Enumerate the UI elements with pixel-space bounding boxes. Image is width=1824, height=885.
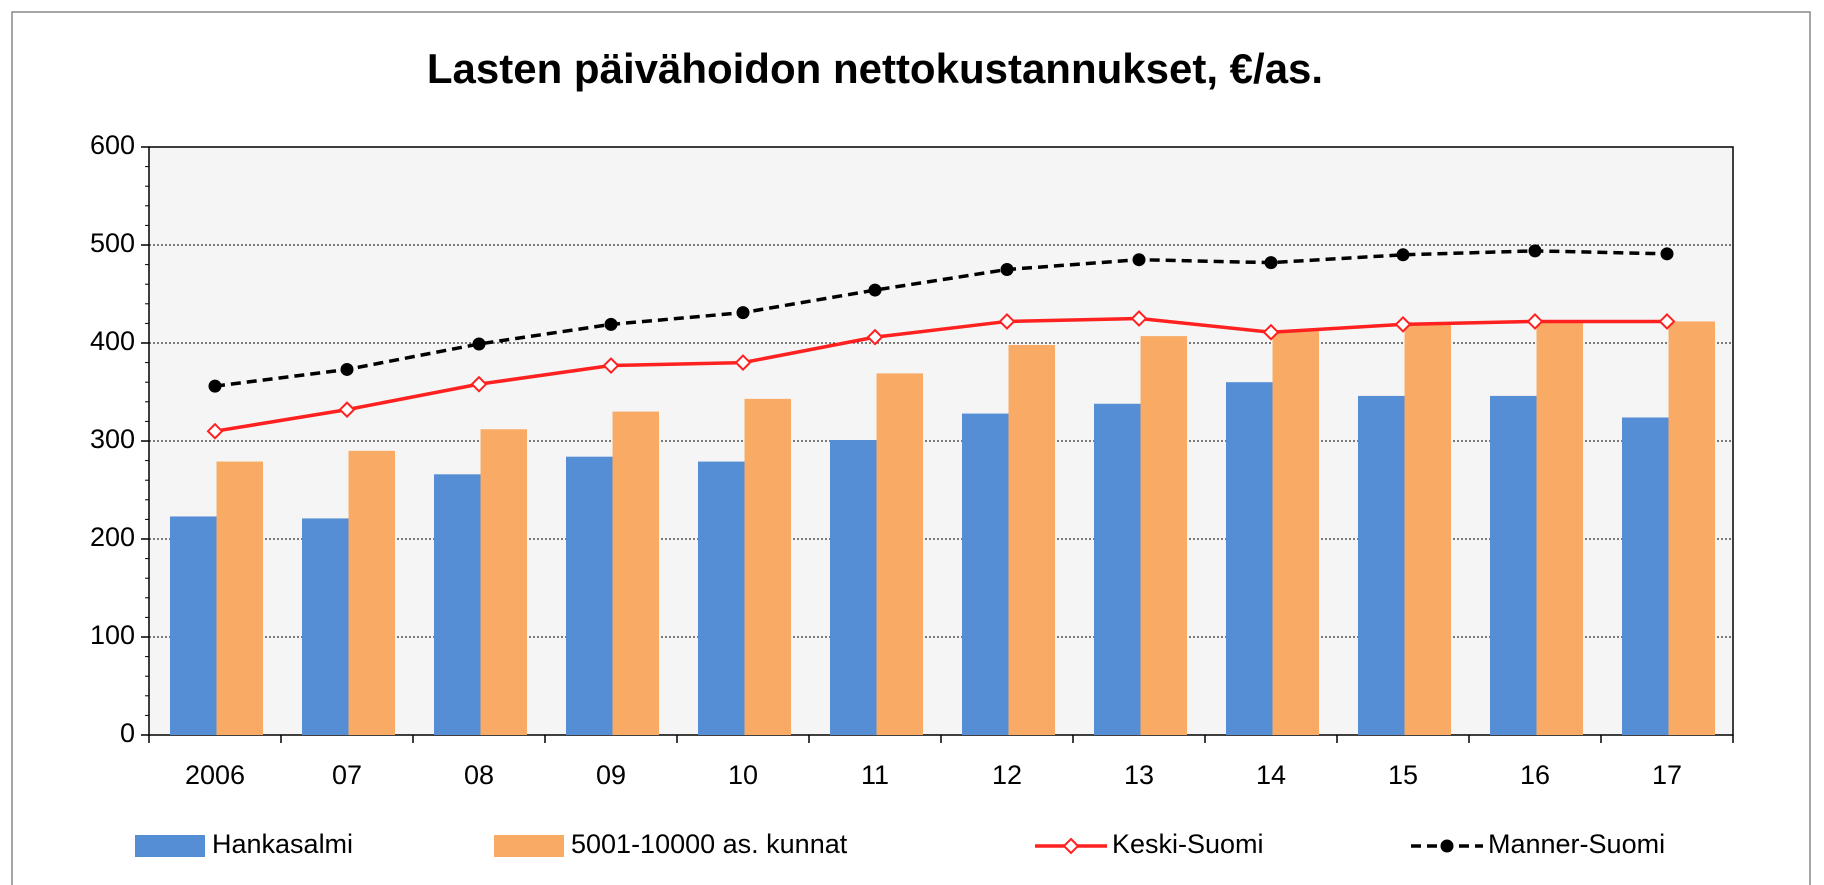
- x-tick-label: 08: [464, 760, 494, 790]
- line-marker: [868, 283, 882, 297]
- x-tick-label: 14: [1256, 760, 1286, 790]
- y-tick-label: 0: [120, 718, 135, 748]
- legend-swatch: [135, 835, 205, 857]
- line-marker: [340, 362, 354, 376]
- x-tick-label: 09: [596, 760, 626, 790]
- legend-label: Manner-Suomi: [1488, 829, 1665, 859]
- y-tick-label: 100: [90, 620, 135, 650]
- x-tick-label: 11: [861, 760, 889, 790]
- bar: [1094, 403, 1141, 735]
- bar: [302, 518, 349, 735]
- bar: [480, 429, 527, 735]
- bar: [1358, 395, 1405, 735]
- chart-title: Lasten päivähoidon nettokustannukset, €/…: [427, 45, 1323, 92]
- line: [214, 249, 1668, 388]
- legend-label: Keski-Suomi: [1112, 829, 1264, 859]
- bar: [698, 461, 745, 735]
- legend-swatch: [494, 835, 564, 857]
- chart-frame: [11, 11, 1811, 885]
- x-tick-label: 13: [1124, 760, 1154, 790]
- bar: [1668, 321, 1715, 735]
- line-marker: [998, 313, 1016, 330]
- legend-label: 5001-10000 as. kunnat: [571, 829, 848, 859]
- bar: [962, 413, 1009, 735]
- bar: [170, 516, 217, 735]
- line-marker: [1526, 313, 1544, 330]
- line-marker: [472, 337, 486, 351]
- bar: [1272, 330, 1319, 735]
- line-marker: [736, 306, 750, 320]
- line: [214, 316, 1667, 433]
- bar: [566, 456, 613, 735]
- x-tick-label: 07: [332, 760, 362, 790]
- x-tick-label: 10: [728, 760, 758, 790]
- line-marker: [206, 422, 224, 440]
- line-marker: [470, 375, 488, 393]
- bar: [830, 440, 877, 735]
- x-tick-label: 15: [1388, 760, 1418, 790]
- bar: [1536, 322, 1583, 735]
- x-tick-label: 12: [992, 760, 1022, 790]
- bar: [434, 474, 481, 735]
- legend-label: Hankasalmi: [212, 829, 353, 859]
- legend-marker: [1062, 837, 1080, 855]
- line-marker: [1658, 313, 1676, 330]
- legend-marker: [1440, 839, 1454, 853]
- line-marker: [1262, 323, 1280, 341]
- line-marker: [208, 379, 222, 393]
- bar: [1008, 344, 1055, 735]
- line-marker: [866, 328, 884, 346]
- bar: [612, 411, 659, 735]
- bar: [1140, 336, 1187, 735]
- line-marker: [1528, 244, 1542, 258]
- y-tick-label: 500: [90, 228, 135, 258]
- bar: [744, 398, 791, 735]
- line-marker: [1130, 310, 1148, 327]
- line-marker: [1000, 263, 1014, 276]
- line-marker: [1660, 247, 1674, 261]
- bar: [1490, 395, 1537, 735]
- x-tick-label: 17: [1652, 760, 1682, 790]
- line-marker: [1132, 253, 1146, 267]
- line-marker: [1264, 256, 1278, 270]
- line-marker: [604, 317, 618, 331]
- bar: [1622, 417, 1669, 735]
- y-tick-label: 600: [90, 130, 135, 160]
- line-marker: [1396, 248, 1410, 262]
- x-tick-label: 16: [1520, 760, 1550, 790]
- x-tick-label: 2006: [185, 760, 245, 790]
- y-tick-label: 300: [90, 424, 135, 454]
- bar: [348, 450, 395, 735]
- line-marker: [734, 354, 752, 372]
- bar: [1404, 324, 1451, 735]
- bar: [216, 461, 263, 735]
- line-marker: [338, 401, 356, 419]
- y-tick-label: 200: [90, 522, 135, 552]
- bar: [1226, 382, 1273, 735]
- bar: [876, 373, 923, 735]
- line-marker: [1394, 315, 1412, 333]
- line-marker: [602, 357, 620, 374]
- y-tick-label: 400: [90, 326, 135, 356]
